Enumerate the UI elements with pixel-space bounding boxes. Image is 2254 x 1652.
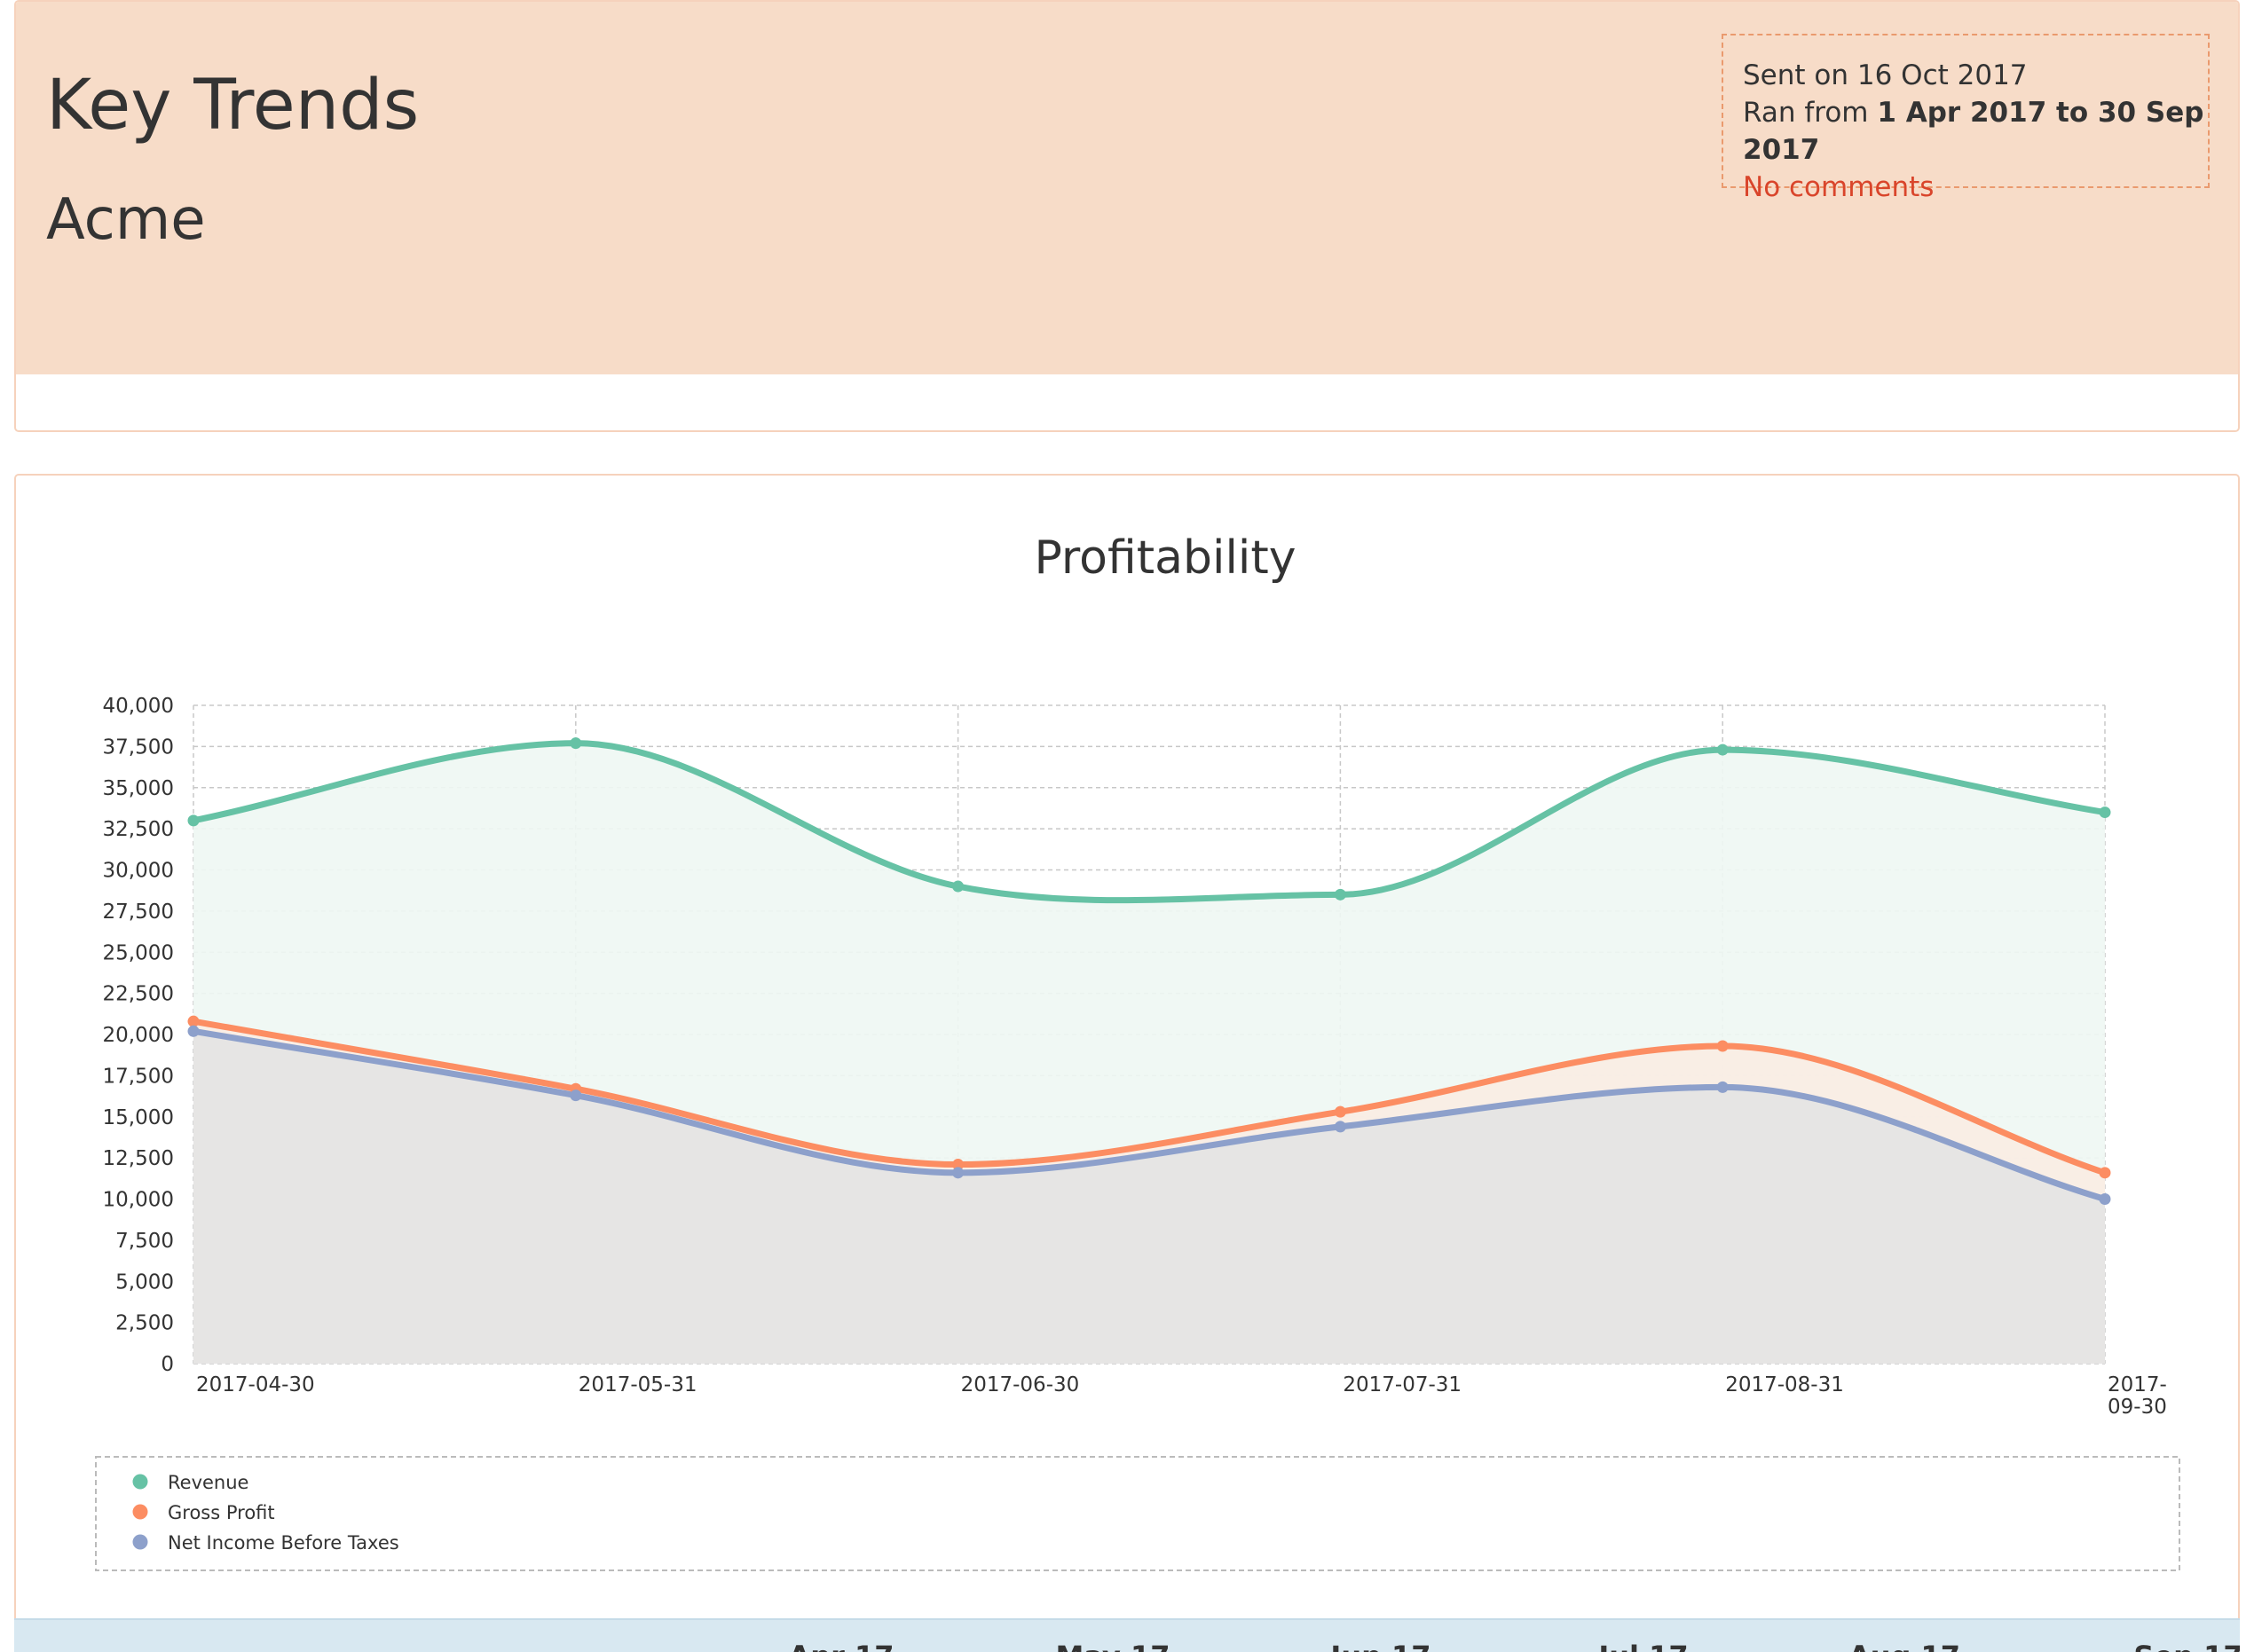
- legend-label[interactable]: Gross Profit: [168, 1502, 275, 1523]
- data-point-net-income-before-taxes[interactable]: [1334, 1121, 1346, 1133]
- series-line-gross-profit: [190, 1018, 2108, 1176]
- area-net-income-before-taxes: [193, 1031, 2105, 1364]
- y-tick-label: 5,000: [115, 1270, 174, 1294]
- data-point-net-income-before-taxes[interactable]: [187, 1025, 200, 1037]
- y-tick-label: 7,500: [115, 1230, 174, 1253]
- chart-points: [187, 737, 2111, 1205]
- y-tick-label: 2,500: [115, 1312, 174, 1335]
- y-tick-label: 0: [161, 1353, 174, 1376]
- run-range-prefix: Ran from: [1743, 97, 1878, 129]
- y-tick-label: 27,500: [103, 901, 174, 924]
- legend-marker: [132, 1474, 148, 1490]
- y-tick-label: 17,500: [103, 1065, 174, 1088]
- legend-label[interactable]: Net Income Before Taxes: [168, 1532, 399, 1554]
- profitability-chart: Profitability 0 2,500 5,000 7,500 10,000 12,5…: [95, 531, 2180, 1571]
- y-tick-label: 10,000: [103, 1189, 174, 1212]
- legend-marker: [132, 1534, 148, 1550]
- x-tick-label: 2017-06-30: [961, 1373, 1080, 1396]
- x-tick-label: 2017-09-30: [2108, 1373, 2167, 1419]
- chart-title: Profitability: [1034, 531, 1296, 585]
- y-tick-label: 40,000: [103, 695, 174, 718]
- series-line-revenue: [190, 740, 2108, 904]
- data-point-gross-profit[interactable]: [1334, 1105, 1346, 1118]
- table-column-header: Aug 17: [1848, 1640, 1960, 1652]
- legend-box: [95, 1456, 2180, 1571]
- y-tick-label: 25,000: [103, 941, 174, 964]
- summary-table-header: Apr 17 May 17 Jun 17 Jul 17 Aug 17 Sep 17: [14, 1618, 2240, 1652]
- data-point-revenue[interactable]: [1716, 743, 1729, 756]
- data-point-revenue[interactable]: [2099, 806, 2111, 819]
- data-point-gross-profit[interactable]: [952, 1159, 965, 1171]
- x-tick-label: 2017-07-31: [1343, 1373, 1462, 1396]
- y-tick-label: 20,000: [103, 1024, 174, 1047]
- run-range-dates: 1 Apr 2017 to 30 Sep 2017: [1743, 97, 2204, 166]
- data-point-net-income-before-taxes[interactable]: [1716, 1081, 1729, 1093]
- legend-label[interactable]: Revenue: [168, 1472, 248, 1493]
- page-title: Key Trends: [46, 66, 420, 146]
- x-tick-label: 2017-08-31: [1725, 1373, 1844, 1396]
- chart-legend: Revenue Gross Profit Net Income Before Tax…: [95, 1456, 2180, 1571]
- y-tick-label: 30,000: [103, 860, 174, 883]
- data-point-revenue[interactable]: [1334, 888, 1346, 901]
- profitability-chart-card: Profitability 0 2,500 5,000 7,500 10,000 12,5…: [14, 474, 2240, 1652]
- data-point-net-income-before-taxes[interactable]: [2099, 1193, 2111, 1205]
- y-tick-label: 12,500: [103, 1147, 174, 1170]
- data-point-net-income-before-taxes[interactable]: [952, 1167, 965, 1179]
- company-name: Acme: [46, 187, 206, 253]
- data-point-net-income-before-taxes[interactable]: [570, 1090, 582, 1102]
- table-column-header: Jul 17: [1598, 1640, 1688, 1652]
- report-header-card: Key Trends Acme Sent on 16 Oct 2017 Ran …: [14, 0, 2240, 432]
- table-column-header: May 17: [1056, 1640, 1170, 1652]
- data-point-revenue[interactable]: [187, 814, 200, 827]
- y-tick-label: 32,500: [103, 818, 174, 841]
- series-line-net-income-before-taxes: [190, 1027, 2108, 1202]
- table-column-header: Sep 17: [2133, 1640, 2240, 1652]
- chart-areas: [193, 743, 2105, 1364]
- sent-date: Sent on 16 Oct 2017: [1743, 59, 2028, 91]
- data-point-gross-profit[interactable]: [1716, 1040, 1729, 1052]
- table-column-header: Apr 17: [788, 1640, 894, 1652]
- report-meta-box: Sent on 16 Oct 2017 Ran from 1 Apr 2017 …: [1722, 34, 2210, 203]
- y-tick-label: 15,000: [103, 1106, 174, 1129]
- run-range: Ran from 1 Apr 2017 to 30 Sep 2017: [1743, 94, 2208, 169]
- header-band: [16, 2, 2238, 374]
- data-point-revenue[interactable]: [570, 737, 582, 750]
- y-tick-label: 37,500: [103, 736, 174, 759]
- y-tick-label: 35,000: [103, 777, 174, 800]
- table-column-header: Jun 17: [1330, 1640, 1430, 1652]
- legend-marker: [132, 1504, 148, 1520]
- data-point-gross-profit[interactable]: [2099, 1167, 2111, 1179]
- x-tick-label: 2017-05-31: [579, 1373, 697, 1396]
- data-point-gross-profit[interactable]: [187, 1015, 200, 1027]
- comments-link[interactable]: No comments: [1743, 171, 1935, 203]
- chart-lines: [190, 740, 2108, 1202]
- x-tick-label: 2017-04-30: [196, 1373, 315, 1396]
- data-point-revenue[interactable]: [952, 880, 965, 893]
- chart-axis-labels: 0 2,500 5,000 7,500 10,000 12,500 15,000 17,500…: [103, 695, 2167, 1419]
- y-tick-label: 22,500: [103, 983, 174, 1006]
